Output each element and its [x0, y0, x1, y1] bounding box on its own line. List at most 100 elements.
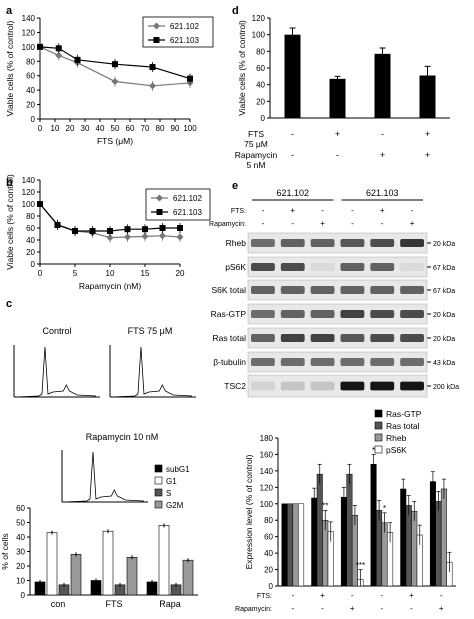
- data-point: [112, 61, 118, 68]
- x-category-label: con: [51, 599, 66, 609]
- y-axis-label: Viable cells (% of control): [5, 174, 15, 270]
- condition-label: FTS:: [231, 208, 246, 215]
- band-label: Ras total: [212, 333, 246, 343]
- y-tick-label: 100: [22, 200, 36, 209]
- y-tick-label: 40: [264, 549, 273, 558]
- blot-band: [400, 358, 424, 366]
- bar: [374, 53, 391, 119]
- legend-label: 621.102: [173, 194, 202, 203]
- y-axis-label: % of cells: [0, 533, 10, 569]
- blot-band: [340, 358, 365, 366]
- legend-swatch: [154, 500, 163, 509]
- legend-swatch: [154, 488, 163, 497]
- x-tick-label: 100: [183, 124, 197, 133]
- y-tick-label: 20: [26, 101, 35, 110]
- significance-mark: *: [372, 446, 375, 455]
- x-tick-label: 0: [38, 269, 43, 278]
- blot-strip: [247, 256, 428, 278]
- blot-band: [400, 286, 424, 294]
- y-tick-label: 40: [26, 86, 35, 95]
- x-tick-label: 0: [38, 124, 43, 133]
- y-axis-label: Viable cells (% of control): [5, 20, 15, 116]
- y-axis-label: Expression level (% of control): [244, 454, 254, 569]
- condition-mark: -: [411, 206, 414, 215]
- blot-band: [310, 263, 335, 271]
- condition-label: FTS:: [257, 593, 272, 600]
- blot-band: [280, 381, 305, 391]
- condition-mark: -: [351, 591, 354, 600]
- band-label: Ras-GTP: [211, 309, 247, 319]
- condition-sublabel: 5 nM: [247, 160, 266, 170]
- bar: [126, 556, 138, 596]
- x-tick-label: 50: [111, 124, 120, 133]
- bar: [351, 515, 358, 587]
- bar: [316, 473, 323, 587]
- blot-band: [251, 286, 275, 294]
- panel-b-line-chart: 0 20 40 60 80 100 120 140 0 5 10 15 20 Rapamycin (nM)…: [5, 174, 211, 291]
- bar: [287, 503, 294, 587]
- blot-band: [251, 358, 275, 366]
- blot-band: [400, 239, 424, 247]
- data-point: [149, 82, 156, 90]
- blot-strip: [247, 303, 428, 325]
- blot-band: [251, 381, 275, 391]
- legend-label: 621.103: [173, 208, 202, 217]
- x-tick-label: 5: [73, 269, 78, 278]
- kda-label: 43 kDa: [433, 360, 455, 367]
- condition-mark: +: [350, 604, 355, 613]
- condition-label: Rapamycin:: [209, 221, 246, 228]
- data-point: [142, 226, 148, 233]
- legend-marker: [153, 22, 160, 30]
- condition-mark: -: [262, 206, 265, 215]
- blot-band: [251, 263, 275, 271]
- panel-label-e: e: [232, 180, 238, 192]
- histogram-title: FTS 75 μM: [128, 326, 173, 336]
- band-label: S6K total: [212, 285, 247, 295]
- legend-swatch: [374, 433, 383, 442]
- condition-sublabel: 75 μM: [244, 139, 268, 149]
- y-tick-label: 120: [252, 14, 266, 23]
- condition-mark: -: [380, 604, 383, 613]
- significance-mark: *: [383, 504, 386, 513]
- data-point: [74, 56, 81, 63]
- band-label: Rheb: [226, 238, 247, 248]
- blot-band: [400, 263, 424, 271]
- condition-mark: -: [380, 591, 383, 600]
- blot-band: [251, 334, 275, 342]
- blot-band: [400, 334, 424, 342]
- y-tick-label: 0: [261, 114, 266, 123]
- y-tick-label: 140: [22, 176, 36, 185]
- condition-mark: -: [321, 206, 324, 215]
- blot-band: [310, 239, 335, 247]
- condition-mark: +: [409, 591, 414, 600]
- blot-band: [370, 334, 395, 342]
- bar: [411, 510, 418, 587]
- series-line: [39, 46, 191, 80]
- bar: [70, 554, 82, 596]
- panel-d-bar-chart: 0 20 40 60 80 100 120 Viable cells (% of contro…: [235, 14, 450, 170]
- data-point: [187, 75, 193, 82]
- condition-mark: -: [410, 604, 413, 613]
- x-tick-label: 10: [106, 269, 115, 278]
- y-tick-label: 0: [21, 591, 26, 600]
- y-tick-label: 60: [26, 224, 35, 233]
- y-tick-label: 10: [16, 577, 25, 586]
- data-point: [54, 222, 61, 228]
- bar: [311, 497, 318, 587]
- blot-band: [340, 310, 365, 318]
- condition-mark: -: [291, 219, 294, 228]
- y-tick-label: 80: [26, 57, 35, 66]
- legend-label: subG1: [166, 465, 190, 474]
- legend-label: Ras-GTP: [386, 409, 422, 419]
- panel-label-a: a: [6, 5, 13, 17]
- blot-band: [310, 286, 335, 294]
- condition-mark: -: [351, 206, 354, 215]
- y-tick-label: 60: [256, 64, 265, 73]
- condition-label: FTS: [248, 129, 264, 139]
- legend-label: 621.103: [170, 36, 199, 45]
- kda-label: 67 kDa: [433, 265, 455, 272]
- legend-label: 621.102: [170, 22, 199, 31]
- data-point: [141, 232, 149, 240]
- condition-mark: +: [320, 591, 325, 600]
